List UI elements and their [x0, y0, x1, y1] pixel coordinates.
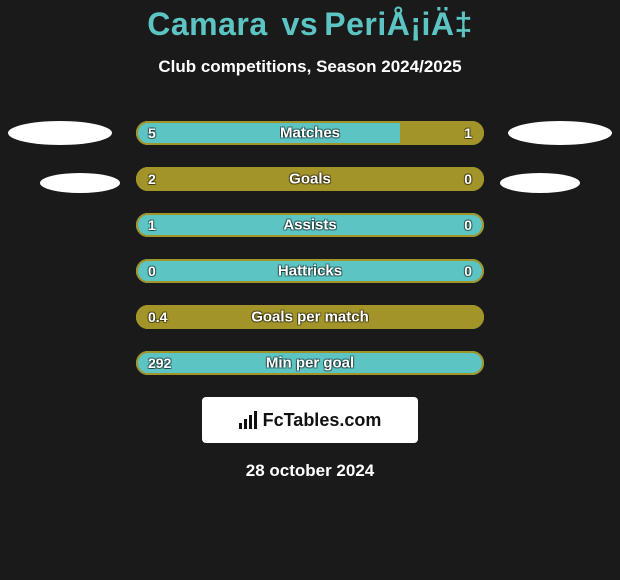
player-oval — [508, 121, 612, 145]
value-right: 1 — [464, 125, 472, 141]
value-left: 292 — [148, 355, 171, 371]
value-left: 2 — [148, 171, 156, 187]
stat-label: Min per goal — [266, 355, 354, 372]
value-right: 0 — [464, 263, 472, 279]
chart-area: 5 1 Matches 2 0 Goals 1 0 Assists 0 0 Hattricks 0.4 G… — [0, 121, 620, 375]
stat-label: Goals — [289, 171, 331, 188]
brand-badge: FcTables.com — [202, 397, 418, 443]
player2-name: PeriÅ¡iÄ‡ — [324, 6, 473, 42]
value-right: 0 — [464, 171, 472, 187]
value-left: 0 — [148, 263, 156, 279]
value-left: 5 — [148, 125, 156, 141]
player1-name: Camara — [147, 6, 267, 42]
stat-row: 1 0 Assists — [136, 213, 484, 237]
stat-row: 2 0 Goals — [136, 167, 484, 191]
brand-bar-icon — [254, 411, 257, 429]
stat-row: 5 1 Matches — [136, 121, 484, 145]
player-oval — [500, 173, 580, 193]
value-right: 0 — [464, 217, 472, 233]
brand-bars-icon — [239, 411, 257, 429]
subtitle: Club competitions, Season 2024/2025 — [0, 57, 620, 77]
stat-label: Hattricks — [278, 263, 342, 280]
stat-label: Matches — [280, 125, 340, 142]
brand-bar-icon — [239, 423, 242, 429]
player-oval — [8, 121, 112, 145]
value-left: 0.4 — [148, 309, 167, 325]
stat-row: 292 Min per goal — [136, 351, 484, 375]
bar-left-fill — [136, 121, 400, 145]
date-label: 28 october 2024 — [0, 461, 620, 481]
stat-row: 0 0 Hattricks — [136, 259, 484, 283]
vs-label: vs — [282, 6, 319, 42]
brand-bar-icon — [249, 415, 252, 429]
brand-text: FcTables.com — [263, 410, 382, 431]
stat-label: Assists — [283, 217, 336, 234]
brand-bar-icon — [244, 419, 247, 429]
stat-row: 0.4 Goals per match — [136, 305, 484, 329]
page-title: Camara vsPeriÅ¡iÄ‡ — [0, 0, 620, 43]
comparison-infographic: Camara vsPeriÅ¡iÄ‡ Club competitions, Sea… — [0, 0, 620, 580]
stat-label: Goals per match — [251, 309, 369, 326]
player-oval — [40, 173, 120, 193]
value-left: 1 — [148, 217, 156, 233]
